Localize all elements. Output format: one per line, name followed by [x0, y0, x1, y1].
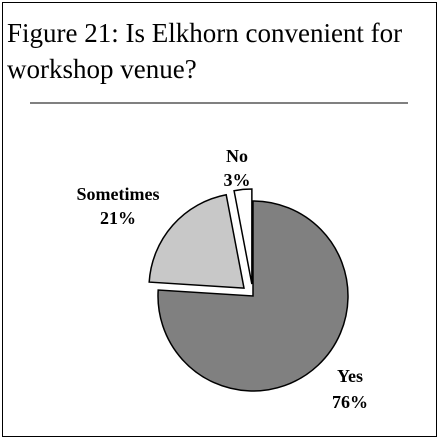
pie-slice: [157, 200, 349, 392]
slice-label: Yes: [337, 366, 363, 386]
slice-value-label: 3%: [224, 170, 251, 190]
chart-frame: Figure 21: Is Elkhorn convenient for wor…: [2, 2, 437, 437]
chart-title: Figure 21: Is Elkhorn convenient for wor…: [7, 18, 403, 84]
slice-value-label: 76%: [332, 392, 368, 412]
pie-slice: [148, 193, 245, 289]
slice-label: Sometimes: [77, 184, 160, 204]
pie-slice: [233, 188, 253, 285]
slice-label: No: [226, 146, 248, 166]
slice-value-label: 21%: [100, 208, 136, 228]
